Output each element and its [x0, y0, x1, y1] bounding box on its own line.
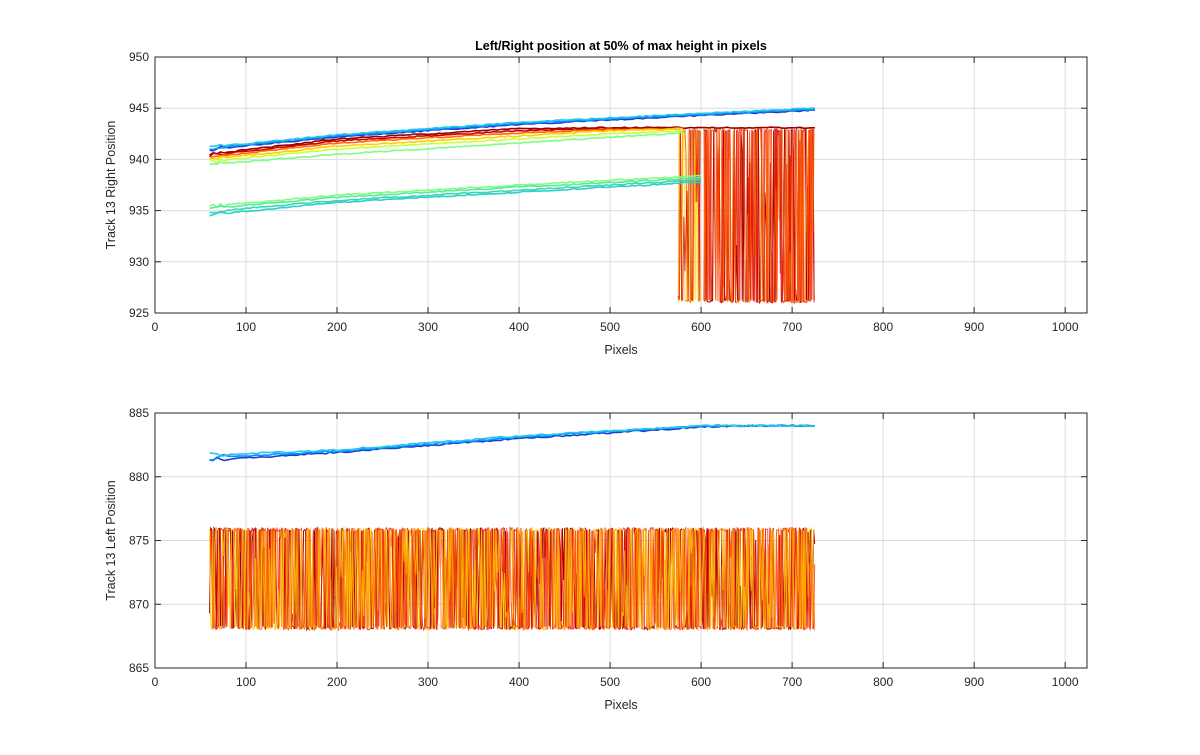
x-tick-label: 300: [418, 675, 438, 689]
y-tick-label: 935: [129, 204, 149, 218]
x-tick-label: 200: [327, 675, 347, 689]
series-line-10: [209, 174, 702, 209]
y-tick-label: 870: [129, 597, 149, 611]
series-line-13: [209, 181, 702, 217]
series-line-9: [209, 131, 683, 166]
x-tick-label: 600: [691, 320, 711, 334]
y-tick-label: 950: [129, 50, 149, 64]
x-tick-label: 1000: [1052, 675, 1079, 689]
series-line-3: [209, 107, 815, 148]
series-line-8: [209, 129, 683, 164]
x-tick-label: 100: [236, 675, 256, 689]
series-line-5: [209, 127, 683, 158]
y-tick-label: 940: [129, 152, 149, 166]
x-axis-label: Pixels: [604, 698, 637, 712]
x-tick-label: 1000: [1052, 320, 1079, 334]
y-axis-label: Track 13 Right Position: [104, 121, 118, 250]
series-line-12: [209, 178, 702, 214]
x-tick-label: 800: [873, 675, 893, 689]
y-tick-label: 885: [129, 406, 149, 420]
y-tick-label: 880: [129, 470, 149, 484]
axes-box: [154, 56, 1088, 314]
y-tick-label: 945: [129, 101, 149, 115]
data-layer: [209, 424, 816, 632]
x-tick-label: 600: [691, 675, 711, 689]
y-tick-label: 875: [129, 534, 149, 548]
series-line-2: [209, 108, 816, 151]
y-axis-label: Track 13 Left Position: [104, 480, 118, 600]
x-tick-label: 200: [327, 320, 347, 334]
y-tick-label: 865: [129, 661, 149, 675]
y-tick-label: 925: [129, 306, 149, 320]
series-line-6: [209, 127, 684, 160]
x-tick-label: 900: [964, 675, 984, 689]
x-tick-label: 0: [152, 675, 159, 689]
x-tick-label: 400: [509, 320, 529, 334]
x-tick-label: 700: [782, 675, 802, 689]
x-tick-label: 800: [873, 320, 893, 334]
noise-trace-2-4: [703, 127, 815, 305]
series-line-4: [209, 126, 815, 156]
series-line-11: [209, 176, 702, 210]
x-tick-label: 400: [509, 675, 529, 689]
x-tick-label: 500: [600, 675, 620, 689]
chart-title: Left/Right position at 50% of max height…: [475, 39, 767, 53]
x-tick-label: 900: [964, 320, 984, 334]
x-tick-label: 0: [152, 320, 159, 334]
x-tick-label: 500: [600, 320, 620, 334]
chart-panel-1: 0 100 200 300 400 500 600 700 800 900 1000 925 930 93…: [104, 39, 1088, 357]
x-tick-label: 700: [782, 320, 802, 334]
chart-panel-2: 0 100 200 300 400 500 600 700 800 900 1000 865 870 87…: [104, 406, 1088, 712]
series-line-7: [209, 127, 683, 160]
x-tick-label: 100: [236, 320, 256, 334]
x-axis-label: Pixels: [604, 343, 637, 357]
series-line-3: [209, 424, 816, 457]
x-tick-label: 300: [418, 320, 438, 334]
data-layer: [209, 107, 816, 305]
noise-trace-1-5: [209, 526, 815, 632]
y-tick-label: 930: [129, 255, 149, 269]
